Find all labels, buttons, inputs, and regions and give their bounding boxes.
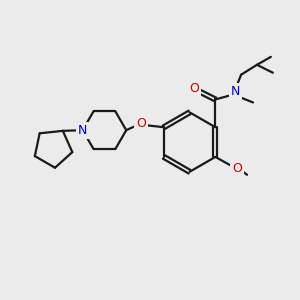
Text: O: O [136, 117, 146, 130]
Text: N: N [230, 85, 240, 98]
Text: N: N [78, 124, 87, 137]
Text: O: O [190, 82, 200, 95]
Text: O: O [232, 162, 242, 175]
